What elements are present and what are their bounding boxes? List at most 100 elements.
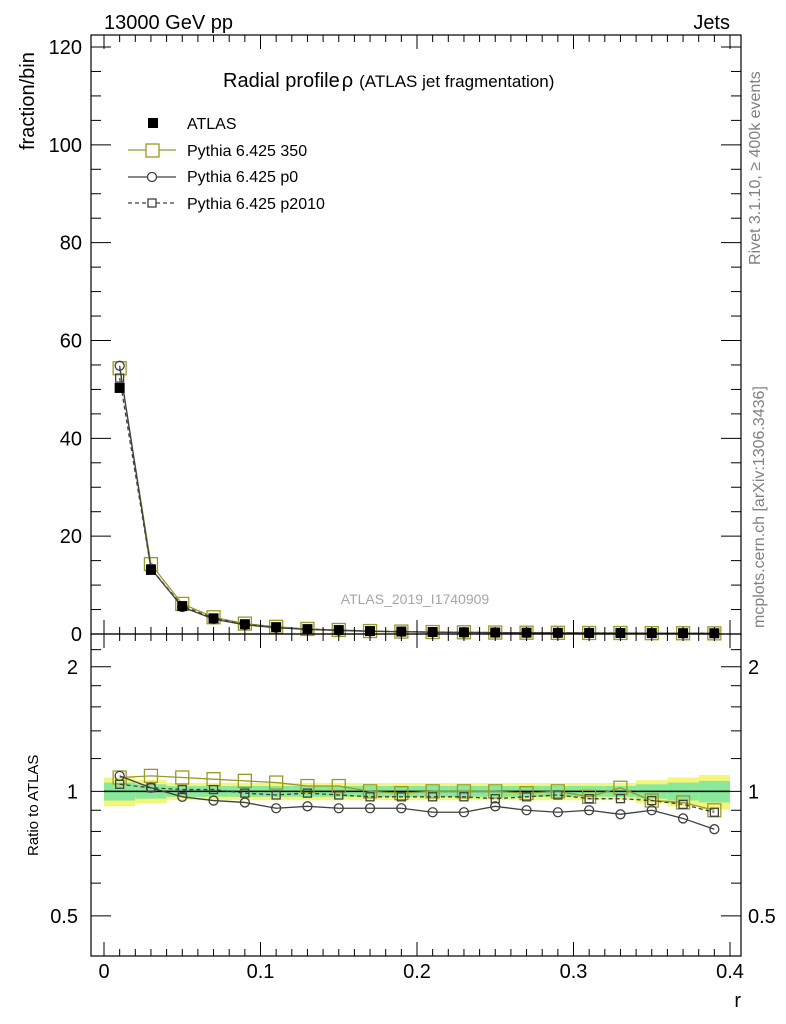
x-tick-label: 0 [98,961,109,983]
series-point-ratio [143,768,159,783]
legend-label-pythia-p2010: Pythia 6.425 p2010 [187,196,325,213]
series-point-ratio [427,792,438,802]
series-point-ratio [300,778,315,794]
x-tick-label: 0.4 [716,961,744,983]
series-line-ratio [119,775,715,811]
series-line-ratio [119,783,715,813]
series-point-ratio [268,775,284,790]
legend-label-pythia-350: Pythia 6.425 350 [187,143,307,160]
series-point-ratio [175,770,190,785]
y-axis-title: fraction/bin [17,52,39,150]
series-point-ratio [333,803,344,814]
legend-marker-pythia-p2010 [147,198,157,208]
y-tick-label: 40 [60,428,82,450]
ratio-tick-label-left: 1 [67,781,78,803]
mcplots-label: mcplots.cern.ch [arXiv:1306.3436] [751,386,768,628]
series-point-ratio [425,784,440,799]
y-tick-label: 100 [49,135,82,157]
series-point-main [115,373,125,383]
ratio-tick-label-right: 1 [748,781,759,803]
series-point-ratio [239,797,251,808]
series-point-ratio [146,783,156,793]
legend-marker-atlas [148,118,158,128]
series-point-ratio [240,788,250,798]
legend-item-atlas: ATLAS [148,116,237,133]
chart-title: Radial profile ρ (ATLAS jet fragmentation) [223,70,554,92]
ratio-tick-label-right: 0.5 [748,906,776,928]
chart-title-main: Radial profile [223,70,340,92]
series-point-ratio [206,772,221,787]
series-point-ratio [521,792,532,802]
series-point-ratio [709,807,719,817]
series-point-ratio [488,784,503,799]
series-point-ratio [331,778,346,794]
x-tick-label: 0.2 [403,961,431,983]
series-point-ratio [365,792,375,802]
chart-subtitle: (ATLAS jet fragmentation) [359,72,554,91]
y-tick-label: 0 [71,624,82,646]
data-point-atlas [208,613,219,624]
series-point-main [114,360,125,371]
series-line-ratio [119,775,715,830]
ratio-axis-title: Ratio to ATLAS [25,755,42,856]
series-point-ratio [646,805,657,816]
legend-marker-pythia-p0 [146,171,158,183]
series-point-ratio [208,784,219,795]
series-point-ratio [334,790,344,800]
series-point-ratio [456,784,472,799]
legend-label-pythia-p0: Pythia 6.425 p0 [187,169,298,186]
axes-layer: 0 0.1 0.2 0.3 0.4 0 20 40 60 80 100 120 0.5 0.5 1 1 2 2 [49,34,776,983]
series-point-ratio [613,780,628,795]
series-point-ratio [177,791,188,802]
y-tick-label: 60 [60,331,82,353]
series-point-ratio [458,807,470,818]
y-tick-label: 120 [49,37,82,59]
series-point-ratio [115,779,125,789]
x-tick-label: 0.1 [247,961,275,983]
series-point-ratio [519,785,534,801]
data-point-atlas [145,564,156,575]
series-point-ratio [362,784,378,799]
ratio-plot-frame [90,633,742,957]
ratio-tick-label-left: 2 [67,657,78,679]
series-point-ratio [394,785,409,801]
data-point-atlas [177,601,188,612]
series-point-ratio [364,803,376,814]
legend: ATLAS Pythia 6.425 350 Pythia 6.425 p0 P… [128,116,325,213]
series-point-ratio [521,805,532,816]
series-point-ratio [459,792,469,802]
series-point-ratio [237,773,253,789]
series-point-ratio [709,824,720,835]
legend-item-pythia-p2010: Pythia 6.425 p2010 [128,196,325,213]
series-point-ratio [584,794,594,804]
legend-label-atlas: ATLAS [187,116,237,133]
series-point-ratio [490,801,501,812]
legend-item-pythia-p0: Pythia 6.425 p0 [128,169,298,186]
legend-item-pythia-350: Pythia 6.425 350 [128,143,307,160]
chart-title-symbol: ρ [342,70,353,92]
data-point-atlas [239,619,250,630]
header-right: Jets [693,12,730,34]
series-point-ratio [647,795,657,806]
ratio-tick-label-right: 2 [748,657,759,679]
series-point-ratio [490,794,500,804]
series-point-ratio [302,801,313,812]
series-point-ratio [270,803,282,814]
legend-marker-pythia-350 [145,143,160,158]
series-point-ratio [553,790,563,800]
series-point-ratio [677,813,689,824]
series-point-ratio [615,809,626,820]
data-point-atlas [114,382,125,393]
x-axis-title: r [734,990,741,1012]
series-point-ratio [177,784,187,795]
series-point-ratio [550,784,565,799]
series-point-ratio [208,795,219,806]
header-left: 13000 GeV pp [104,12,233,34]
y-tick-label: 80 [60,233,82,255]
rivet-label: Rivet 3.1.10, ≥ 400k events [747,71,764,265]
series-point-ratio [615,794,626,804]
series-point-ratio [678,799,688,810]
series-point-ratio [396,803,407,814]
series-point-ratio [552,807,563,818]
